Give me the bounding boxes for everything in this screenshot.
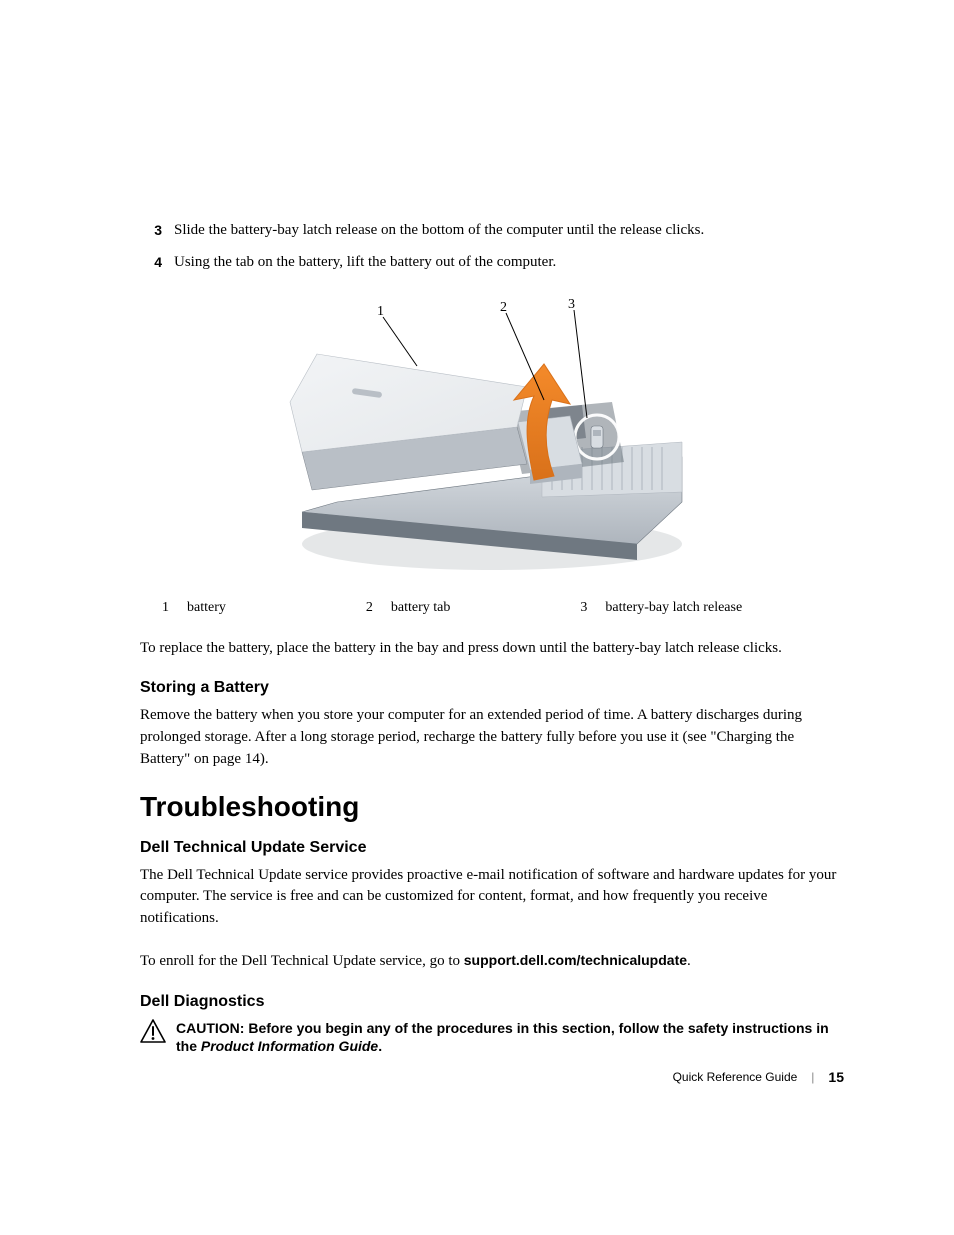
step-list: 3 Slide the battery-bay latch release on… [140, 220, 844, 274]
step-text: Using the tab on the battery, lift the b… [174, 252, 844, 274]
caution-text: CAUTION: Before you begin any of the pro… [176, 1019, 844, 1057]
battery-removal-illustration: 1 2 3 [282, 292, 702, 582]
caution-block: CAUTION: Before you begin any of the pro… [140, 1019, 844, 1057]
tech-update-suffix: . [687, 953, 691, 969]
replace-battery-paragraph: To replace the battery, place the batter… [140, 638, 844, 660]
caution-tail: . [378, 1038, 382, 1054]
battery-removal-figure: 1 2 3 [282, 292, 702, 582]
caution-label: CAUTION: [176, 1020, 248, 1036]
tech-update-paragraph-2: To enroll for the Dell Technical Update … [140, 950, 844, 973]
heading-diagnostics: Dell Diagnostics [140, 993, 844, 1011]
figure-container: 1 2 3 [140, 292, 844, 582]
legend-item: 3 battery-bay latch release [580, 600, 742, 616]
legend-label: battery-bay latch release [605, 600, 742, 616]
step-row: 3 Slide the battery-bay latch release on… [140, 220, 844, 242]
heading-storing-battery: Storing a Battery [140, 679, 844, 697]
caution-italic: Product Information Guide [201, 1038, 378, 1054]
storing-battery-paragraph: Remove the battery when you store your c… [140, 705, 844, 770]
legend-label: battery tab [391, 600, 450, 616]
step-text: Slide the battery-bay latch release on t… [174, 220, 844, 242]
footer-page-number: 15 [828, 1069, 844, 1085]
document-page: 3 Slide the battery-bay latch release on… [0, 0, 954, 1235]
caution-icon [140, 1019, 168, 1048]
figure-legend: 1 battery 2 battery tab 3 battery-bay la… [162, 600, 844, 616]
legend-label: battery [187, 600, 226, 616]
footer-title: Quick Reference Guide [673, 1070, 798, 1084]
footer-divider: | [811, 1070, 814, 1084]
step-number: 3 [140, 220, 162, 240]
page-footer: Quick Reference Guide | 15 [673, 1069, 844, 1085]
tech-update-paragraph-1: The Dell Technical Update service provid… [140, 865, 844, 930]
legend-number: 1 [162, 600, 169, 616]
tech-update-url: support.dell.com/technicalupdate [464, 952, 687, 968]
step-row: 4 Using the tab on the battery, lift the… [140, 252, 844, 274]
svg-text:2: 2 [500, 300, 507, 315]
svg-text:1: 1 [377, 304, 384, 319]
legend-item: 2 battery tab [366, 600, 450, 616]
legend-item: 1 battery [162, 600, 226, 616]
legend-number: 3 [580, 600, 587, 616]
legend-number: 2 [366, 600, 373, 616]
step-number: 4 [140, 252, 162, 272]
heading-troubleshooting: Troubleshooting [140, 791, 844, 823]
tech-update-prefix: To enroll for the Dell Technical Update … [140, 953, 464, 969]
svg-text:3: 3 [568, 297, 575, 312]
heading-tech-update: Dell Technical Update Service [140, 839, 844, 857]
